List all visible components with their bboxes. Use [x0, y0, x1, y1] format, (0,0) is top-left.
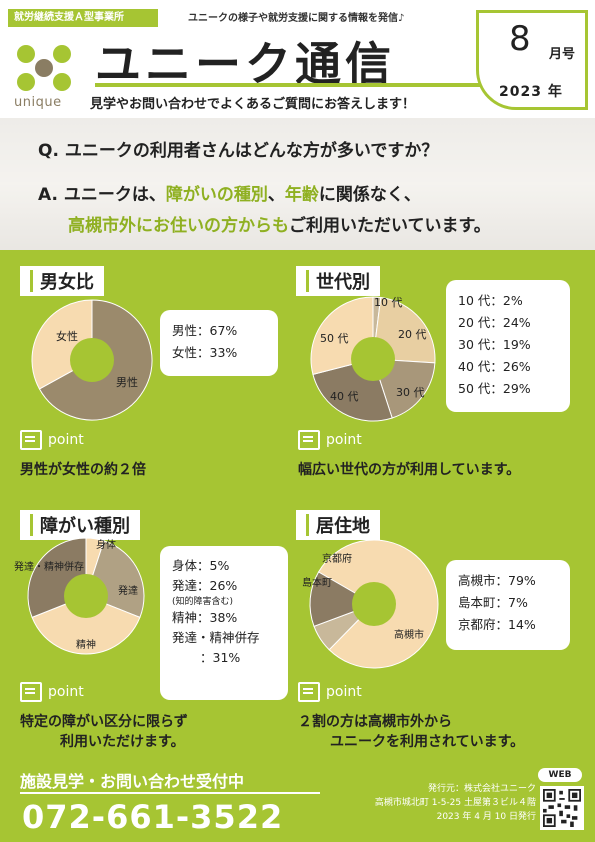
disability-value-mental: 精神：38%: [172, 610, 238, 625]
point-label: point: [48, 432, 84, 448]
issue-month-unit: 月号: [549, 47, 576, 62]
point-memo-icon: [298, 682, 320, 702]
gender-value-male: 男性：67%: [172, 323, 238, 338]
issue-date-box: 8 月号 2023 年: [476, 10, 588, 110]
disability-value-dual-label: 発達・精神併存: [172, 630, 260, 645]
generation-conclusion: 幅広い世代の方が利用しています。: [298, 462, 521, 478]
publisher-info: 発行元：株式会社ユニーク 高槻市城北町 1-5-25 土屋第３ビル４階 2023…: [318, 782, 536, 824]
generation-value-10s: 10 代：2%: [458, 293, 523, 308]
qa-band: Q. ユニークの利用者さんはどんな方が多いですか？ A. ユニークは、障がいの種…: [0, 118, 595, 250]
pie-label-developmental: 発達: [118, 584, 138, 597]
answer-line-2: 高槻市外にお住いの方からもご利用いただいています。: [68, 211, 491, 236]
disability-value-physical: 身体：5%: [172, 558, 230, 573]
issue-year: 2023 年: [499, 84, 563, 100]
pie-label-takatsuki: 高槻市: [394, 628, 424, 641]
answer-mid: に関係なく、: [318, 185, 421, 205]
pie-label-female: 女性: [56, 329, 78, 343]
residence-value-takatsuki: 高槻市：79%: [458, 573, 536, 588]
disability-pie-chart: 身体 発達 精神 発達・精神併存: [14, 537, 145, 655]
pie-slice-2: [309, 571, 376, 627]
contact-divider: [20, 792, 320, 794]
disability-value-dual: ：31%: [200, 650, 241, 665]
question: Q. ユニークの利用者さんはどんな方が多いですか？: [38, 141, 439, 161]
generation-value-30s: 30 代：19%: [458, 337, 531, 352]
disability-note: (知的障害含む): [172, 597, 234, 607]
residence-conclusion-line-2: ユニークを利用されています。: [330, 734, 525, 750]
residence-value-kyoto: 京都府：14%: [458, 617, 536, 632]
disability-conclusion-line-2: 利用いただけます。: [60, 734, 185, 750]
header: 就労継続支援Ａ型事業所 ユニークの様子や就労支援に関する情報を発信♪ uniqu…: [0, 0, 595, 118]
page-subtitle: 見学やお問い合わせでよくあるご質問にお答えします！: [90, 97, 416, 112]
section-title-disability: 障がい種別: [20, 510, 140, 540]
disability-conclusion-line-1: 特定の障がい区分に限らず: [20, 714, 188, 730]
generation-value-20s: 20 代：24%: [458, 315, 531, 330]
logo-icon: [17, 45, 71, 91]
pie-hole: [70, 338, 114, 382]
pie-label-40s: 40 代: [330, 390, 359, 403]
logo-text: unique: [14, 95, 62, 110]
publish-date: 2023 年 4 月 10 日発行: [436, 812, 536, 822]
gender-value-female: 女性：33%: [172, 345, 238, 360]
pie-hole: [351, 337, 395, 381]
disability-value-developmental: 発達：26%: [172, 578, 238, 593]
point-label: point: [326, 432, 362, 448]
answer-sep: 、: [267, 185, 285, 205]
section-title-generation: 世代別: [296, 266, 380, 296]
pie-slice-2: [31, 595, 141, 655]
pie-label-shimamoto: 島本町: [302, 576, 332, 589]
gender-values-panel: 男性：67% 女性：33%: [160, 310, 278, 376]
pie-label-physical: 身体: [96, 538, 116, 551]
pie-label-kyoto: 京都府: [322, 552, 352, 565]
phone-number[interactable]: 072-661-3522: [22, 798, 284, 836]
residence-pie-chart: 京都府 島本町 高槻市: [302, 539, 439, 669]
section-title-residence: 居住地: [296, 510, 380, 540]
issue-month: 8: [509, 19, 531, 59]
generation-pie-chart: 10 代 20 代 30 代 40 代 50 代: [310, 296, 436, 422]
point-memo-icon: [20, 682, 42, 702]
pie-label-mental: 精神: [76, 638, 96, 651]
pie-label-20s: 20 代: [398, 328, 427, 341]
page-title: ユニーク通信: [95, 37, 395, 91]
answer-highlight-2: 年齢: [284, 185, 319, 205]
pie-hole: [352, 582, 396, 626]
answer-highlight-1: 障がいの種別: [165, 185, 268, 205]
pie-label-dual: 発達・精神併存: [14, 560, 84, 573]
point-label: point: [48, 684, 84, 700]
point-memo-icon: [20, 430, 42, 450]
residence-values-panel: 高槻市：79% 島本町：7% 京都府：14%: [446, 560, 570, 650]
pie-label-30s: 30 代: [396, 386, 425, 399]
residence-value-shimamoto: 島本町：7%: [458, 595, 528, 610]
gender-pie-chart: 女性 男性: [31, 299, 153, 421]
org-tag: 就労継続支援Ａ型事業所: [8, 9, 158, 27]
pie-label-10s: 10 代: [374, 296, 403, 309]
answer-highlight-3: 高槻市外にお住いの方からも: [68, 216, 289, 236]
disability-values-panel: 身体：5% 発達：26% (知的障害含む) 精神：38% 発達・精神併存 ：31…: [160, 546, 288, 700]
pie-label-50s: 50 代: [320, 332, 349, 345]
residence-conclusion-line-1: ２割の方は高槻市外から: [298, 714, 452, 730]
pie-hole: [64, 574, 108, 618]
title-underline: [95, 83, 485, 87]
generation-value-40s: 40 代：26%: [458, 359, 531, 374]
gender-conclusion: 男性が女性の約２倍: [20, 462, 146, 478]
answer-line-1: A. ユニークは、障がいの種別、年齢に関係なく、: [38, 180, 421, 205]
section-title-gender: 男女比: [20, 266, 104, 296]
publisher-name: 発行元：株式会社ユニーク: [427, 784, 536, 794]
qa-photo-overlay: [0, 118, 595, 250]
pie-label-male: 男性: [116, 375, 138, 389]
publisher-address: 高槻市城北町 1-5-25 土屋第３ビル４階: [374, 798, 536, 808]
tagline: ユニークの様子や就労支援に関する情報を発信♪: [188, 13, 405, 24]
qr-code-icon[interactable]: [540, 786, 584, 830]
answer-prefix: A. ユニークは、: [38, 185, 166, 205]
generation-value-50s: 50 代：29%: [458, 381, 531, 396]
contact-heading: 施設見学・お問い合わせ受付中: [20, 772, 245, 791]
generation-values-panel: 10 代：2% 20 代：24% 30 代：19% 40 代：26% 50 代：…: [446, 280, 570, 412]
answer-end: ご利用いただいています。: [289, 216, 491, 236]
point-memo-icon: [298, 430, 320, 450]
point-label: point: [326, 684, 362, 700]
web-label: WEB: [538, 768, 582, 782]
